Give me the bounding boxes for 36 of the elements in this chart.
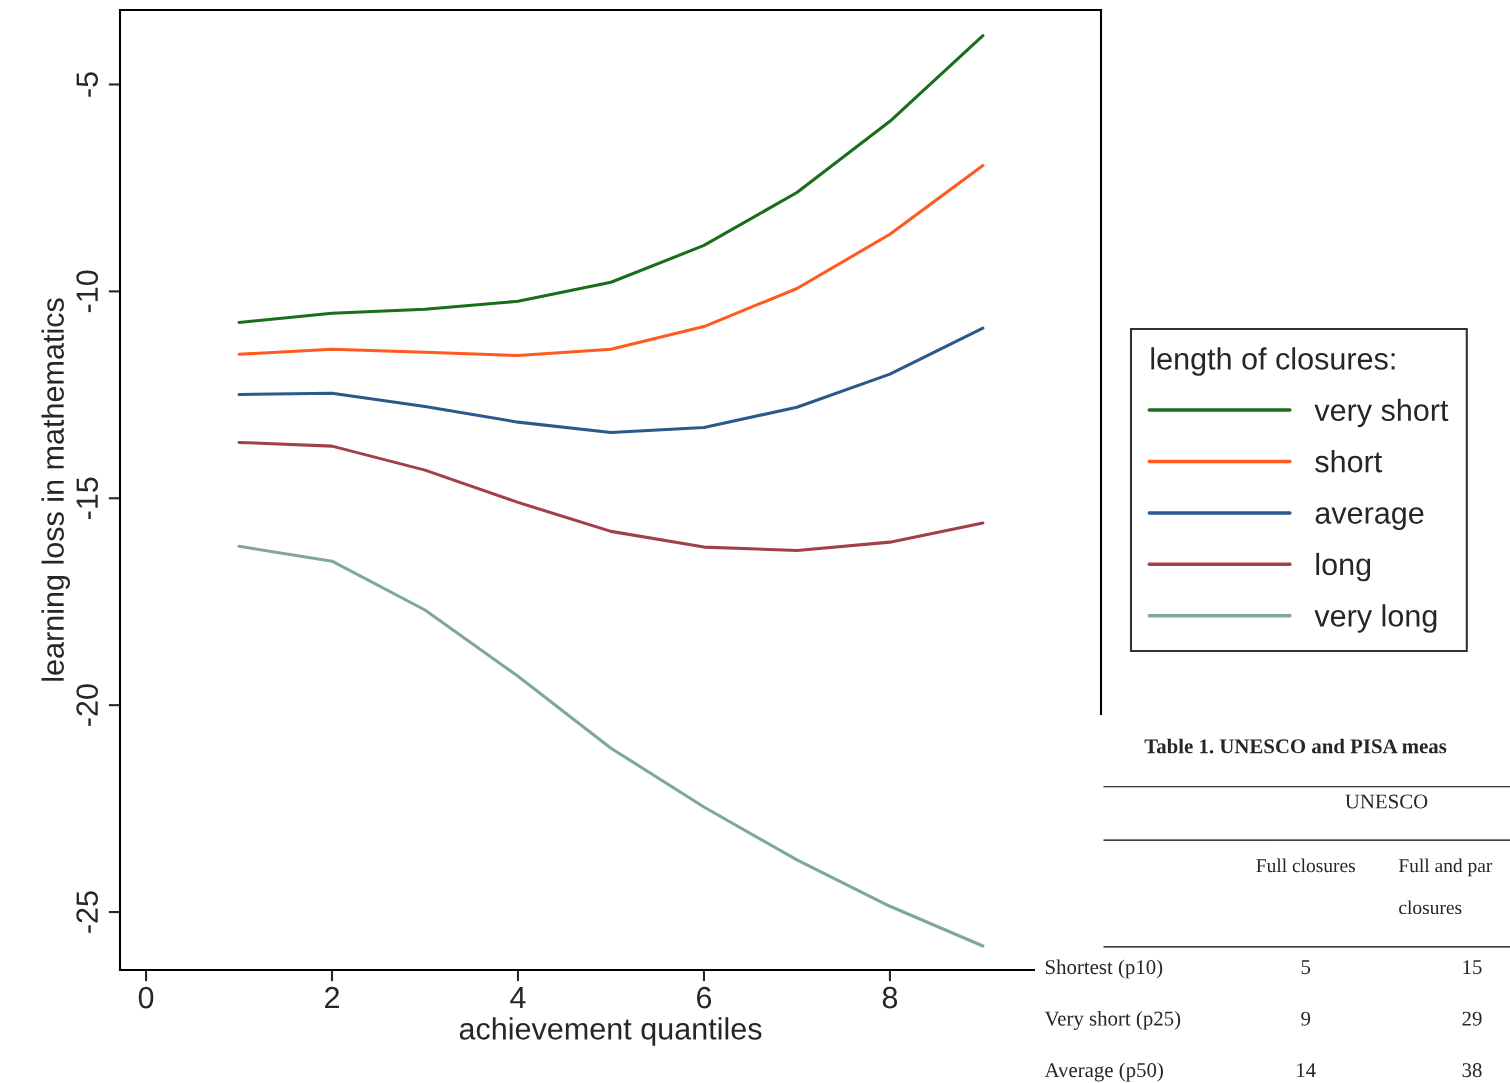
text: UNESCO bbox=[1345, 794, 1428, 809]
line-series bbox=[237, 34, 985, 324]
text: 38 bbox=[1462, 1063, 1482, 1078]
line-series bbox=[237, 440, 985, 552]
y-tick-label: -10 bbox=[76, 270, 98, 313]
y-axis-title: learning loss in mathematics bbox=[41, 298, 70, 681]
x-tick-label: 6 bbox=[697, 986, 712, 1009]
text: 9 bbox=[1301, 1011, 1311, 1026]
line-series bbox=[237, 164, 985, 358]
line-series bbox=[237, 326, 985, 435]
category-label: Average (p50) bbox=[1044, 1062, 1163, 1082]
legend-label: long bbox=[1316, 552, 1371, 582]
legend-title: length of closures: bbox=[1151, 347, 1395, 376]
x-tick-label: 0 bbox=[138, 986, 154, 1009]
category-label: Shortest (p10) bbox=[1045, 959, 1163, 979]
y-tick-label: -20 bbox=[76, 684, 98, 726]
legend-label: average bbox=[1315, 507, 1424, 530]
text: 29 bbox=[1462, 1011, 1482, 1026]
x-tick-label: 8 bbox=[882, 986, 898, 1009]
x-axis-title: achievement quantiles bbox=[459, 1017, 762, 1046]
text: 15 bbox=[1463, 960, 1482, 975]
legend-label: short bbox=[1315, 450, 1383, 473]
legend-label: very short bbox=[1314, 398, 1449, 428]
category-label: Full and par closures bbox=[1398, 858, 1493, 915]
text: Table 1. UNESCO and PISA meas bbox=[1144, 738, 1447, 754]
category-label: Full closures bbox=[1256, 858, 1355, 873]
y-tick-label: -25 bbox=[76, 891, 98, 933]
text: 5 bbox=[1301, 960, 1311, 975]
x-tick-label: 2 bbox=[325, 986, 339, 1009]
x-tick-label: 4 bbox=[510, 987, 526, 1009]
legend-label: very long bbox=[1314, 604, 1437, 633]
line-series bbox=[237, 544, 985, 948]
text: 14 bbox=[1297, 1063, 1316, 1077]
category-label: Very short (p25) bbox=[1044, 1010, 1181, 1030]
y-tick-label: -15 bbox=[76, 477, 98, 519]
y-tick-label: -5 bbox=[76, 72, 98, 97]
